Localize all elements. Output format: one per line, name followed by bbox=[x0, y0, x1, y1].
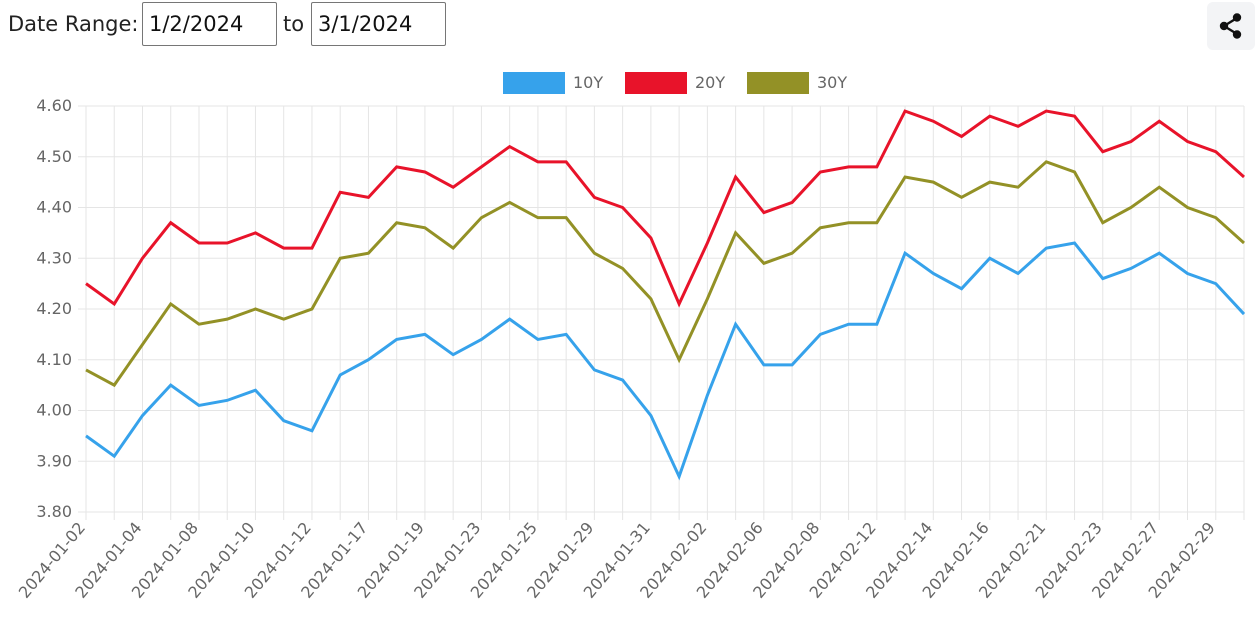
start-date-input[interactable] bbox=[142, 2, 277, 46]
legend-item-20y[interactable]: 20Y bbox=[625, 72, 725, 94]
legend-swatch bbox=[503, 72, 565, 94]
legend-label: 20Y bbox=[695, 73, 725, 92]
to-label: to bbox=[283, 12, 305, 36]
share-button[interactable] bbox=[1207, 2, 1255, 50]
series-line-20y bbox=[85, 109, 1246, 308]
y-tick-label: 4.30 bbox=[36, 248, 72, 267]
y-tick-label: 4.10 bbox=[36, 350, 72, 369]
y-tick-label: 4.50 bbox=[36, 147, 72, 166]
series-lines bbox=[85, 109, 1246, 481]
date-range-label: Date Range: bbox=[8, 12, 139, 36]
share-icon bbox=[1219, 13, 1242, 39]
legend-swatch bbox=[747, 72, 809, 94]
legend-label: 10Y bbox=[573, 73, 603, 92]
legend-swatch bbox=[625, 72, 687, 94]
y-axis: 4.60 4.50 4.40 4.30 4.20 4.10 4.00 3.90 3.80 bbox=[36, 96, 72, 521]
legend: 10Y 20Y 30Y bbox=[503, 72, 847, 94]
y-tick-label: 4.40 bbox=[36, 198, 72, 217]
series-line-30y bbox=[85, 160, 1246, 388]
treasury-yield-chart: 4.60 4.50 4.40 4.30 4.20 4.10 4.00 3.90 3.80 202… bbox=[15, 72, 1246, 602]
legend-label: 30Y bbox=[817, 73, 847, 92]
date-range-toolbar: Date Range: to bbox=[0, 0, 1258, 52]
y-tick-label: 4.00 bbox=[36, 401, 72, 420]
y-tick-label: 4.20 bbox=[36, 299, 72, 318]
series-line-10y bbox=[85, 241, 1246, 481]
end-date-input[interactable] bbox=[311, 2, 446, 46]
grid bbox=[78, 105, 1245, 520]
y-tick-label: 3.90 bbox=[36, 451, 72, 470]
x-axis: 2024-01-022024-01-042024-01-082024-01-10… bbox=[15, 518, 1219, 601]
y-tick-label: 3.80 bbox=[36, 502, 72, 521]
y-tick-label: 4.60 bbox=[36, 96, 72, 115]
legend-item-30y[interactable]: 30Y bbox=[747, 72, 847, 94]
legend-item-10y[interactable]: 10Y bbox=[503, 72, 603, 94]
